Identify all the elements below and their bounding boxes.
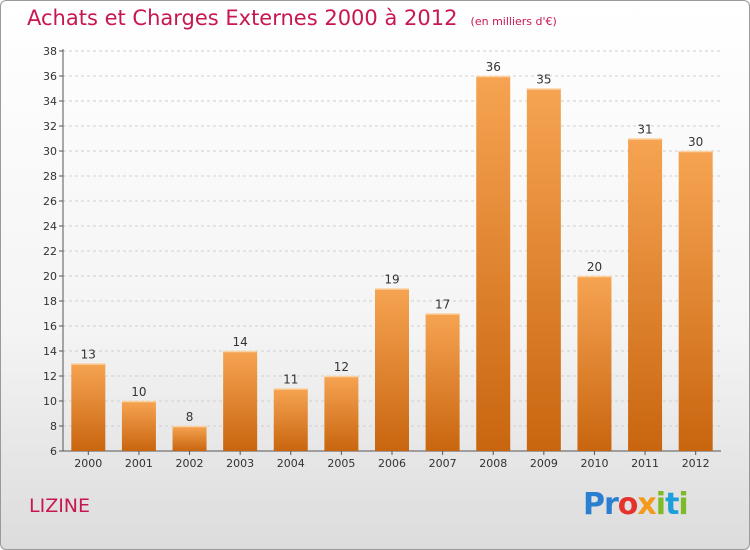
y-tick-label: 14	[43, 345, 57, 358]
y-tick-label: 32	[43, 120, 57, 133]
bar	[526, 88, 561, 451]
x-tick-label: 2002	[176, 457, 204, 470]
x-tick-label: 2012	[682, 457, 710, 470]
data-label: 13	[81, 348, 96, 362]
data-label: 17	[435, 298, 450, 312]
x-tick-label: 2011	[631, 457, 659, 470]
x-tick-label: 2000	[74, 457, 102, 470]
bar	[324, 376, 359, 451]
y-tick-label: 36	[43, 70, 57, 83]
commune-name: LIZINE	[29, 495, 91, 517]
y-tick-label: 38	[43, 45, 57, 58]
y-tick-label: 24	[43, 220, 57, 233]
x-tick-label: 2006	[378, 457, 406, 470]
y-tick-label: 8	[50, 420, 57, 433]
x-tick-label: 2001	[125, 457, 153, 470]
y-tick-label: 6	[50, 445, 57, 458]
bar	[223, 351, 258, 451]
y-tick-label: 18	[43, 295, 57, 308]
bar	[476, 76, 511, 451]
data-label: 11	[283, 373, 298, 387]
y-tick-label: 10	[43, 395, 57, 408]
bar	[628, 138, 663, 451]
chart-unit: (en milliers d'€)	[470, 15, 557, 28]
x-tick-label: 2010	[580, 457, 608, 470]
chart-title: Achats et Charges Externes 2000 à 2012	[27, 6, 458, 30]
data-label: 20	[587, 260, 602, 274]
x-tick-label: 2007	[429, 457, 457, 470]
chart-title-block: Achats et Charges Externes 2000 à 2012 (…	[27, 6, 557, 30]
data-label: 30	[688, 135, 703, 149]
y-tick-label: 26	[43, 195, 57, 208]
x-tick-label: 2008	[479, 457, 507, 470]
y-tick-label: 22	[43, 245, 57, 258]
x-tick-label: 2005	[327, 457, 355, 470]
x-tick-label: 2004	[277, 457, 305, 470]
data-label: 10	[131, 385, 146, 399]
proxiti-logo: Proxiti	[583, 487, 689, 522]
y-tick-label: 28	[43, 170, 57, 183]
bar	[375, 288, 409, 451]
bar	[678, 151, 713, 451]
data-label: 31	[637, 123, 652, 137]
data-label: 36	[486, 60, 501, 74]
y-tick-label: 34	[43, 95, 57, 108]
y-tick-label: 16	[43, 320, 57, 333]
bar	[121, 401, 156, 451]
x-tick-label: 2009	[530, 457, 558, 470]
x-tick-label: 2003	[226, 457, 254, 470]
bar	[71, 363, 106, 451]
bar	[577, 276, 612, 451]
bar	[273, 388, 308, 451]
y-tick-label: 30	[43, 145, 57, 158]
bar	[425, 313, 460, 451]
y-tick-label: 12	[43, 370, 57, 383]
data-label: 12	[334, 360, 349, 374]
data-label: 8	[186, 410, 194, 424]
bar	[172, 426, 207, 451]
data-label: 19	[384, 273, 399, 287]
data-label: 14	[233, 335, 248, 349]
y-tick-label: 20	[43, 270, 57, 283]
data-label: 35	[536, 73, 551, 87]
